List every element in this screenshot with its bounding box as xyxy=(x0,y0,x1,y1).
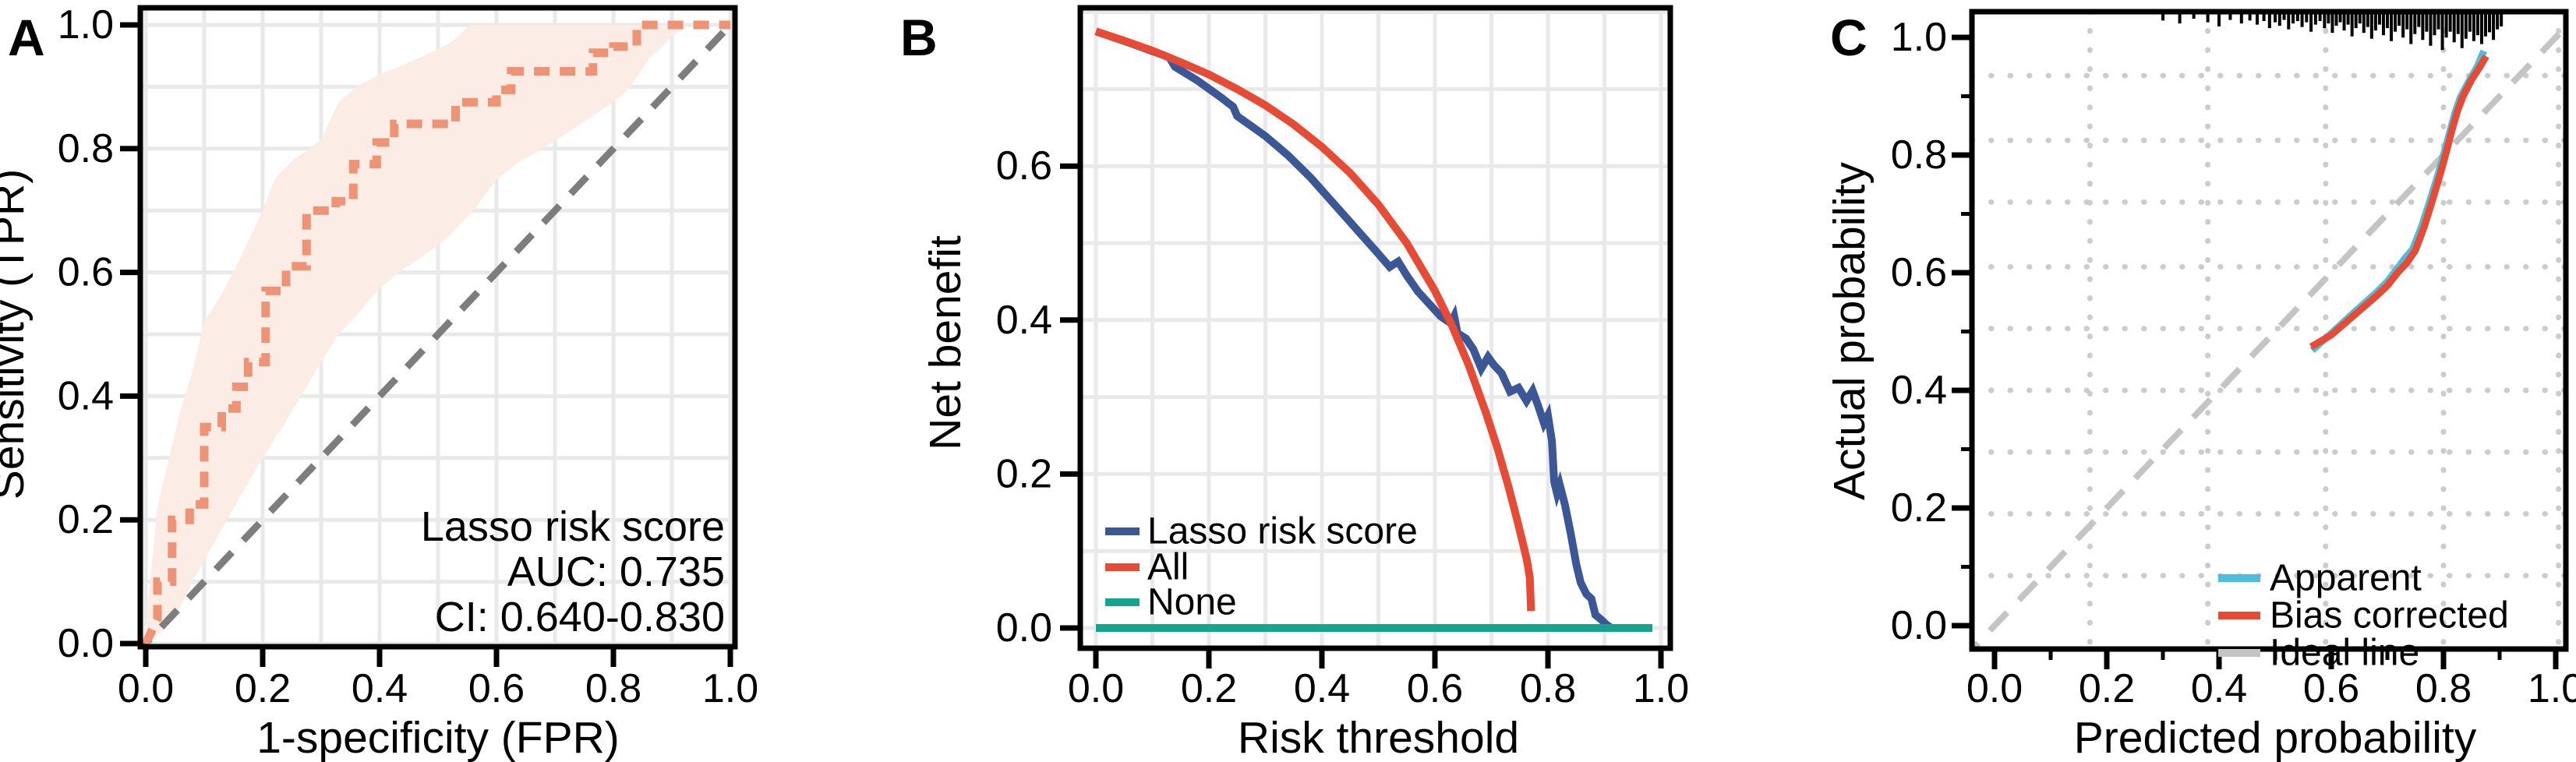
ideal-line xyxy=(1972,22,2566,649)
legend-label: Bias corrected xyxy=(2270,595,2509,637)
annotation-line: CI: 0.640-0.830 xyxy=(435,594,725,640)
y-tick-label: 0.0 xyxy=(1891,603,1947,648)
legend-entry-ideal-line: Ideal line xyxy=(2218,633,2419,674)
x-tick-label: 0.8 xyxy=(2415,666,2472,711)
panel-b-plot-area xyxy=(1080,8,1670,648)
y-tick-label: 0.4 xyxy=(1891,368,1947,413)
y-tick-label: 1.0 xyxy=(1891,15,1947,60)
panel-a: 0.0 0.2 0.4 0.6 0.8 1.0 0.0 0.2 0.4 0.6 0.8 1.0 1-sp… xyxy=(0,2,758,762)
x-axis-title: 1-specificity (FPR) xyxy=(256,713,620,762)
roc-confidence-band xyxy=(146,25,730,644)
x-tick-label: 1.0 xyxy=(1633,666,1689,711)
annotation-line: Lasso risk score xyxy=(421,503,725,550)
x-tick-label: 1.0 xyxy=(702,666,758,711)
panel-b-axes: 0.0 0.2 0.4 0.6 0.8 1.0 0.0 0.2 0.4 0.6 xyxy=(996,143,1689,711)
panel-letter-a: A xyxy=(8,9,45,66)
y-tick-label: 0.6 xyxy=(996,143,1052,189)
legend-label: All xyxy=(1147,547,1189,588)
x-tick-label: 0.6 xyxy=(1407,666,1463,711)
x-tick-label: 1.0 xyxy=(2528,666,2576,711)
x-tick-label: 0.2 xyxy=(235,666,291,711)
calibration-bias-corrected xyxy=(2309,54,2489,350)
legend-label: Apparent xyxy=(2270,558,2422,599)
legend-entry-none: None xyxy=(1105,582,1237,623)
legend-entry-all: All xyxy=(1105,547,1189,588)
panel-c-axes: 0.0 0.2 0.4 0.6 0.8 1.0 0.0 0.2 0.4 0.6 0.8 1.0 xyxy=(1891,15,2576,711)
y-axis-title: Net benefit xyxy=(921,235,970,450)
panel-a-axes: 0.0 0.2 0.4 0.6 0.8 1.0 0.0 0.2 0.4 0.6 0.8 1.0 xyxy=(58,2,758,711)
net-benefit-lasso xyxy=(1094,27,1614,632)
panel-letter-c: C xyxy=(1830,9,1868,66)
legend-entry-lasso-risk-score: Lasso risk score xyxy=(1105,511,1418,552)
x-tick-label: 0.6 xyxy=(2303,666,2359,711)
net-benefit-all xyxy=(1094,27,1535,612)
chance-diagonal xyxy=(140,15,735,647)
roc-curve-lasso xyxy=(142,20,730,646)
panel-b-border xyxy=(1077,5,1673,651)
y-tick-label: 0.6 xyxy=(1891,250,1947,295)
panel-c-plot-area xyxy=(1972,12,2566,649)
y-tick-label: 0.2 xyxy=(58,497,114,542)
y-tick-label: 0.6 xyxy=(58,250,114,295)
y-tick-label: 0.8 xyxy=(58,126,114,171)
y-axis-title: Actual probability xyxy=(1825,161,1875,500)
y-tick-label: 0.2 xyxy=(996,451,1052,496)
x-tick-label: 0.2 xyxy=(2079,666,2135,711)
x-tick-label: 0.8 xyxy=(1520,666,1576,711)
x-axis-title: Risk threshold xyxy=(1238,713,1519,762)
x-tick-label: 0.6 xyxy=(468,666,525,711)
legend-label: Ideal line xyxy=(2270,633,2419,674)
legend-entry-apparent: Apparent xyxy=(2218,558,2422,599)
x-tick-label: 0.4 xyxy=(1294,666,1350,711)
annotation-line: AUC: 0.735 xyxy=(507,549,725,595)
x-tick-label: 0.0 xyxy=(118,666,174,711)
panel-c: 0.0 0.2 0.4 0.6 0.8 1.0 0.0 0.2 0.4 0.6 0.8 1.0 Pred… xyxy=(1825,9,2576,762)
x-axis-title: Predicted probability xyxy=(2074,713,2477,762)
y-axis-title: Sensitivity (TPR) xyxy=(0,169,34,499)
x-tick-label: 0.4 xyxy=(2191,666,2247,711)
panel-a-plot-area xyxy=(140,8,735,647)
panel-letter-b: B xyxy=(900,9,938,66)
y-tick-label: 0.0 xyxy=(58,621,114,666)
y-tick-label: 0.8 xyxy=(1891,132,1947,178)
y-tick-label: 0.4 xyxy=(996,298,1052,343)
x-tick-label: 0.8 xyxy=(585,666,641,711)
y-tick-label: 1.0 xyxy=(58,2,114,48)
legend-label: Lasso risk score xyxy=(1147,511,1418,552)
x-tick-label: 0.0 xyxy=(1966,666,2023,711)
y-tick-label: 0.0 xyxy=(996,605,1052,651)
legend-entry-bias-corrected: Bias corrected xyxy=(2218,595,2509,637)
x-tick-label: 0.2 xyxy=(1181,666,1237,711)
panel-c-grid xyxy=(1972,12,2566,649)
x-tick-label: 0.0 xyxy=(1068,666,1124,711)
legend-label: None xyxy=(1147,582,1237,623)
x-tick-label: 0.4 xyxy=(352,666,408,711)
panel-a-border xyxy=(137,5,738,650)
y-tick-label: 0.4 xyxy=(58,373,114,418)
predicted-probability-rug xyxy=(2161,12,2504,51)
y-tick-label: 0.2 xyxy=(1891,485,1947,531)
